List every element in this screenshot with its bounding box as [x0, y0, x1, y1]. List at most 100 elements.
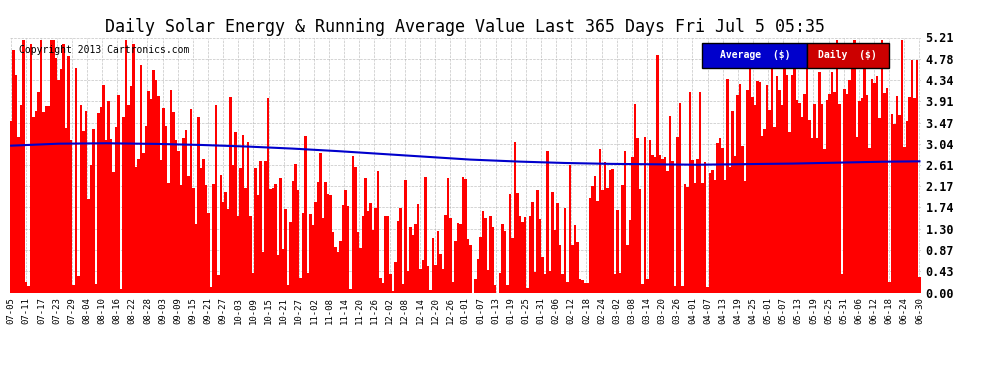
- Bar: [913, 98, 916, 292]
- Bar: [826, 100, 829, 292]
- Bar: [883, 93, 886, 292]
- Bar: [297, 190, 299, 292]
- Bar: [622, 185, 624, 292]
- Bar: [888, 282, 891, 292]
- Bar: [576, 242, 579, 292]
- Bar: [566, 282, 569, 292]
- Bar: [189, 109, 192, 292]
- Bar: [834, 92, 836, 292]
- Bar: [548, 271, 551, 292]
- Bar: [259, 162, 262, 292]
- Bar: [848, 80, 850, 292]
- Bar: [379, 278, 382, 292]
- Bar: [798, 104, 801, 292]
- Bar: [709, 173, 711, 292]
- Bar: [466, 239, 469, 292]
- FancyBboxPatch shape: [702, 43, 807, 68]
- Bar: [642, 284, 644, 292]
- Bar: [858, 101, 861, 292]
- Bar: [105, 140, 107, 292]
- Bar: [149, 99, 152, 292]
- Bar: [489, 216, 491, 292]
- Bar: [143, 153, 145, 292]
- Bar: [461, 177, 464, 292]
- Bar: [412, 235, 414, 292]
- Bar: [504, 231, 507, 292]
- Bar: [45, 106, 48, 292]
- Bar: [232, 165, 235, 292]
- Bar: [148, 92, 149, 292]
- Bar: [384, 216, 387, 292]
- Bar: [414, 224, 417, 292]
- Bar: [821, 104, 824, 292]
- Bar: [230, 98, 232, 292]
- Bar: [251, 273, 254, 292]
- Bar: [542, 257, 544, 292]
- Bar: [581, 280, 584, 292]
- Bar: [459, 224, 461, 292]
- Bar: [476, 259, 479, 292]
- Bar: [763, 129, 766, 292]
- Bar: [514, 142, 517, 292]
- Bar: [222, 202, 225, 292]
- Bar: [215, 105, 217, 292]
- Bar: [135, 166, 138, 292]
- Bar: [254, 168, 257, 292]
- Bar: [97, 112, 100, 292]
- Bar: [671, 161, 673, 292]
- Bar: [279, 178, 282, 292]
- Bar: [553, 230, 556, 292]
- Bar: [916, 60, 918, 292]
- Bar: [207, 213, 210, 292]
- Bar: [499, 273, 502, 292]
- Bar: [481, 211, 484, 292]
- Bar: [644, 137, 646, 292]
- Bar: [896, 96, 898, 292]
- Bar: [529, 216, 532, 292]
- Bar: [80, 105, 82, 292]
- Bar: [507, 285, 509, 292]
- Bar: [451, 282, 454, 292]
- Bar: [469, 245, 471, 292]
- Bar: [586, 283, 589, 292]
- Bar: [54, 58, 57, 292]
- Bar: [474, 279, 476, 292]
- Bar: [873, 84, 876, 292]
- Bar: [806, 69, 809, 292]
- Bar: [294, 164, 297, 292]
- Bar: [512, 238, 514, 292]
- Bar: [637, 138, 639, 292]
- Bar: [325, 182, 327, 292]
- Bar: [719, 138, 721, 292]
- Bar: [138, 159, 140, 292]
- Bar: [264, 161, 267, 292]
- Bar: [162, 108, 164, 292]
- Bar: [624, 151, 627, 292]
- Bar: [850, 66, 853, 292]
- Bar: [781, 105, 783, 292]
- Bar: [449, 218, 451, 292]
- Bar: [646, 279, 648, 292]
- Bar: [169, 90, 172, 292]
- Bar: [48, 106, 50, 292]
- Bar: [419, 268, 422, 292]
- Title: Daily Solar Energy & Running Average Value Last 365 Days Fri Jul 5 05:35: Daily Solar Energy & Running Average Val…: [105, 18, 826, 36]
- Bar: [302, 213, 304, 292]
- Bar: [92, 129, 95, 292]
- Bar: [596, 201, 599, 292]
- Bar: [746, 90, 748, 292]
- Bar: [57, 80, 59, 292]
- Bar: [404, 180, 407, 292]
- Bar: [663, 157, 666, 292]
- Bar: [389, 274, 392, 292]
- Bar: [43, 112, 45, 292]
- Bar: [619, 273, 622, 292]
- Bar: [653, 157, 656, 292]
- Bar: [527, 288, 529, 292]
- Bar: [25, 282, 28, 292]
- Bar: [237, 216, 240, 292]
- Bar: [364, 178, 366, 292]
- Bar: [240, 168, 242, 292]
- Bar: [751, 97, 753, 292]
- Bar: [50, 40, 52, 292]
